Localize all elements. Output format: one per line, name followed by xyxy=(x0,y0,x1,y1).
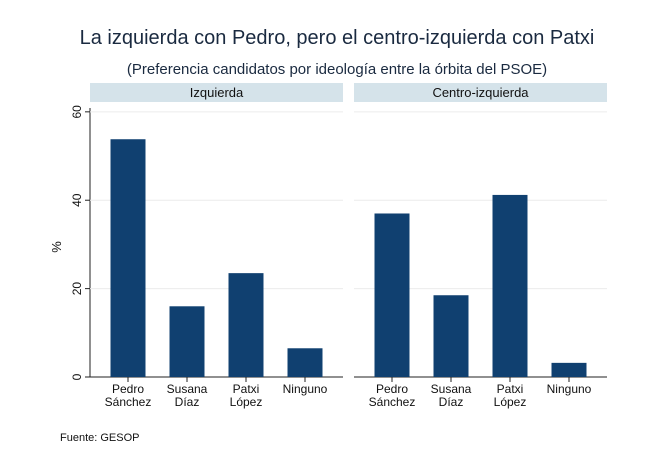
y-tick-label-20: 20 xyxy=(70,282,84,296)
panel-header-1 xyxy=(354,83,607,102)
category-label-1-0-1: Sánchez xyxy=(369,395,416,409)
bar-0-3 xyxy=(287,348,323,377)
category-label-1-3-0: Ninguno xyxy=(547,382,592,396)
category-label-0-1-1: Díaz xyxy=(175,395,200,409)
y-axis-title: % xyxy=(49,241,64,253)
panels-group: 0204060IzquierdaPedroSánchezSusanaDíazPa… xyxy=(70,83,607,409)
bar-0-0 xyxy=(110,139,146,377)
bar-1-1 xyxy=(433,295,469,377)
category-label-0-3-0: Ninguno xyxy=(283,382,328,396)
category-label-0-0-1: Sánchez xyxy=(105,395,152,409)
category-label-1-2-0: Patxi xyxy=(497,382,524,396)
chart-subtitle: (Preferencia candidatos por ideología en… xyxy=(127,61,547,78)
y-tick-label-40: 40 xyxy=(70,193,84,207)
y-tick-label-0: 0 xyxy=(70,373,84,380)
bar-1-2 xyxy=(492,194,528,377)
bar-1-0 xyxy=(374,213,410,377)
panel-header-0 xyxy=(90,83,343,102)
category-label-0-1-0: Susana xyxy=(167,382,208,396)
bar-0-1 xyxy=(169,306,205,377)
category-label-1-1-1: Díaz xyxy=(439,395,464,409)
panel-header-label-0: Izquierda xyxy=(190,85,244,100)
bar-0-2 xyxy=(228,273,264,377)
category-label-1-2-1: López xyxy=(494,395,527,409)
category-label-0-0-0: Pedro xyxy=(112,382,144,396)
bar-1-3 xyxy=(551,362,587,377)
category-label-0-2-1: López xyxy=(230,395,263,409)
category-label-0-2-0: Patxi xyxy=(233,382,260,396)
chart-title: La izquierda con Pedro, pero el centro-i… xyxy=(80,27,595,49)
y-tick-label-60: 60 xyxy=(70,105,84,119)
panel-header-label-1: Centro-izquierda xyxy=(432,85,529,100)
category-label-1-1-0: Susana xyxy=(431,382,472,396)
source-note: Fuente: GESOP xyxy=(60,432,139,444)
category-label-1-0-0: Pedro xyxy=(376,382,408,396)
